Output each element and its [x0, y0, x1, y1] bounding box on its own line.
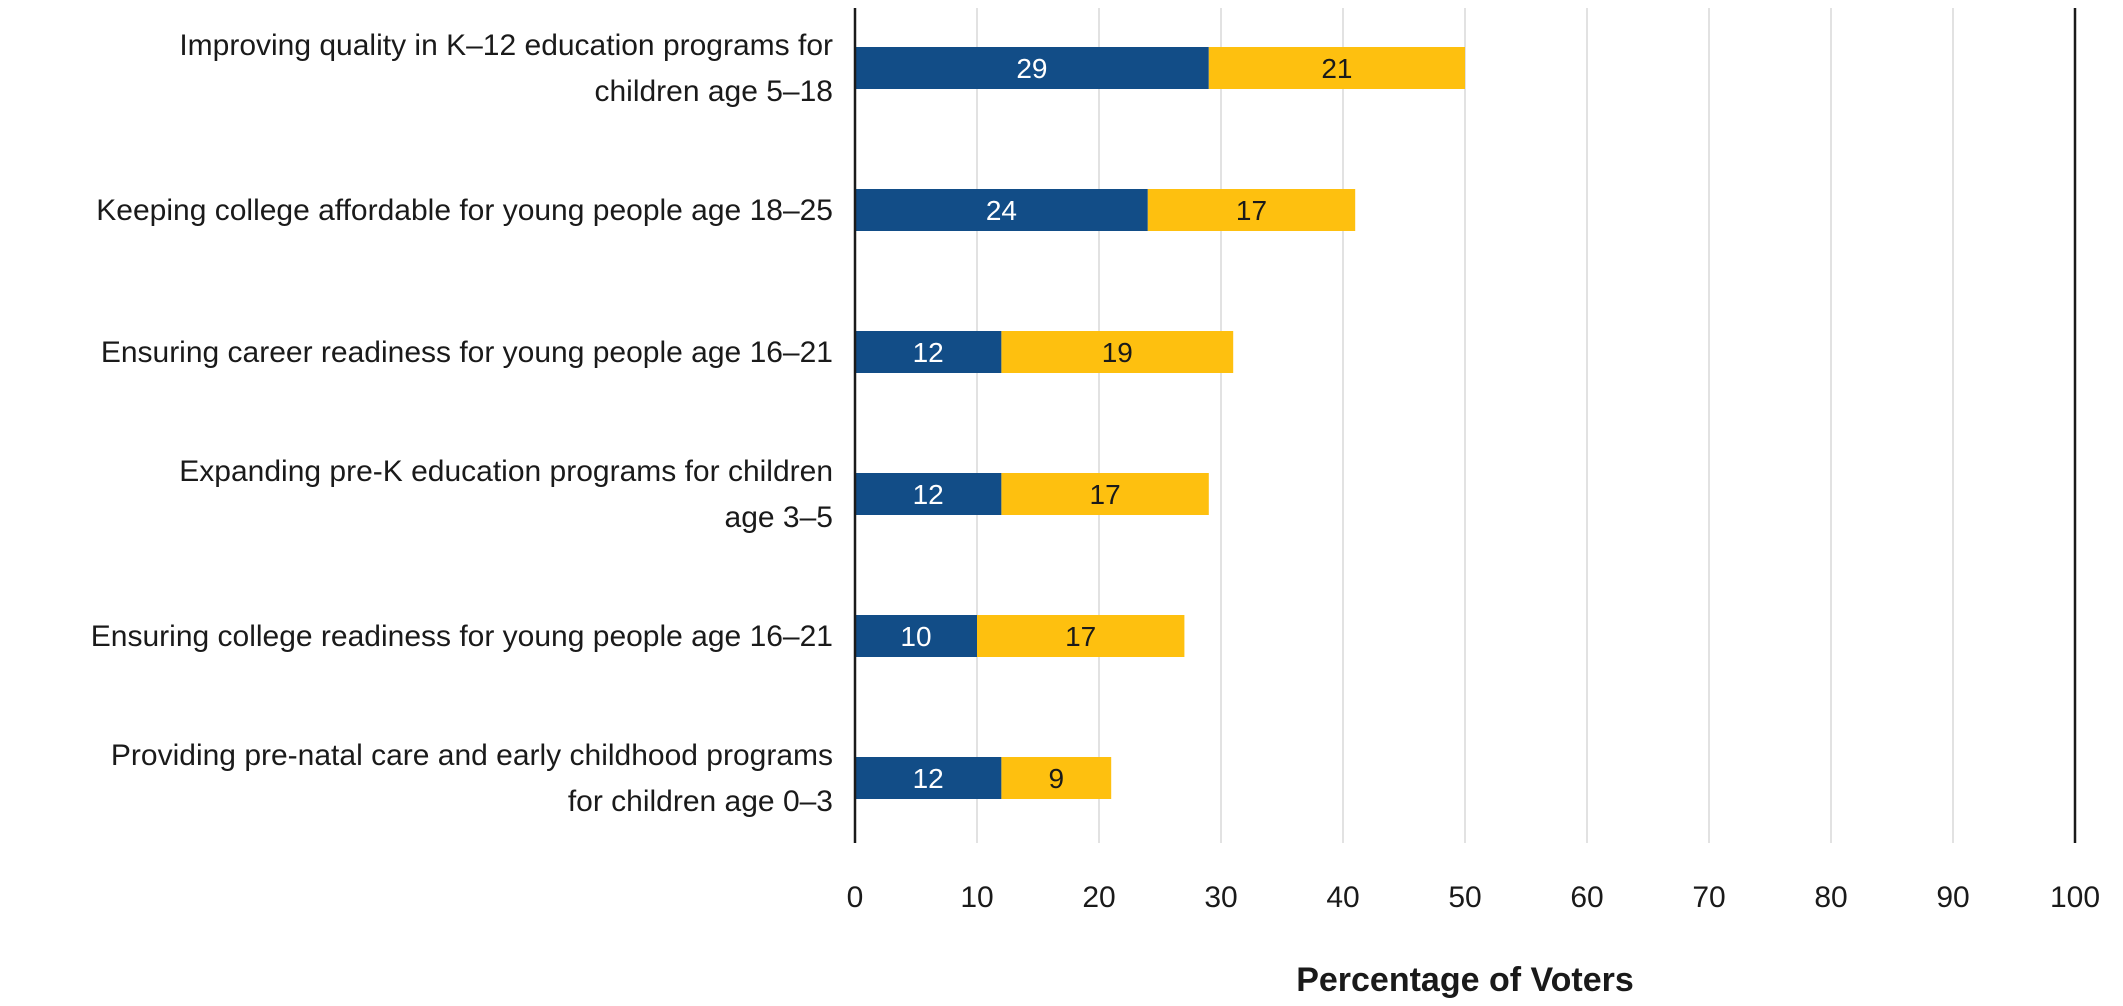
category-label: Ensuring career readiness for young peop…: [101, 336, 833, 369]
bar-segment: [1001, 757, 1112, 799]
bar-segment: [855, 331, 1002, 373]
bar-value-label: 12: [913, 337, 944, 368]
category-label: Keeping college affordable for young peo…: [96, 194, 833, 227]
bar-segment: [855, 47, 1209, 89]
x-tick-label: 20: [1082, 881, 1115, 914]
bar-value-label: 17: [1065, 621, 1096, 652]
bar-segment: [855, 757, 1002, 799]
bar-value-label: 12: [913, 479, 944, 510]
x-tick-label: 0: [847, 881, 864, 914]
category-label: age 3–5: [725, 501, 833, 534]
category-label: Expanding pre-K education programs for c…: [179, 455, 833, 488]
x-tick-label: 80: [1814, 881, 1847, 914]
bar-value-label: 17: [1236, 195, 1267, 226]
category-label: for children age 0–3: [568, 785, 833, 818]
x-tick-label: 40: [1326, 881, 1359, 914]
bar-segment: [977, 615, 1185, 657]
bar-value-label: 12: [913, 763, 944, 794]
bar-value-label: 17: [1090, 479, 1121, 510]
x-tick-label: 100: [2050, 881, 2100, 914]
x-tick-label: 30: [1204, 881, 1237, 914]
category-label: Improving quality in K–12 education prog…: [179, 29, 833, 62]
bar-segment: [1001, 331, 1234, 373]
x-tick-label: 70: [1692, 881, 1725, 914]
x-tick-label: 90: [1936, 881, 1969, 914]
bar-segment: [1208, 47, 1465, 89]
bar-segment: [855, 615, 977, 657]
bar-value-label: 19: [1102, 337, 1133, 368]
bar-segment: [1001, 473, 1209, 515]
labels: 0 10 20 30 40 50 60 70 80 90 100 29 21 Improving qual…: [91, 29, 2100, 914]
category-label: Providing pre-natal care and early child…: [111, 739, 833, 772]
bar-value-label: 9: [1049, 763, 1065, 794]
axes: [853, 8, 2077, 843]
gridlines: [976, 8, 1954, 843]
bar-segment: [855, 189, 1148, 231]
bar-value-label: 24: [986, 195, 1017, 226]
category-label: children age 5–18: [594, 75, 833, 108]
x-tick-label: 10: [960, 881, 993, 914]
x-tick-label: 50: [1448, 881, 1481, 914]
bar-segment: [855, 473, 1002, 515]
bar-segment: [1147, 189, 1356, 231]
bar-value-label: 10: [900, 621, 931, 652]
category-label: Ensuring college readiness for young peo…: [91, 620, 833, 653]
bar-value-label: 21: [1321, 53, 1352, 84]
bars: [855, 47, 1465, 799]
x-axis-title: Percentage of Voters: [1296, 961, 1634, 999]
x-tick-label: 60: [1570, 881, 1603, 914]
bar-value-label: 29: [1016, 53, 1047, 84]
